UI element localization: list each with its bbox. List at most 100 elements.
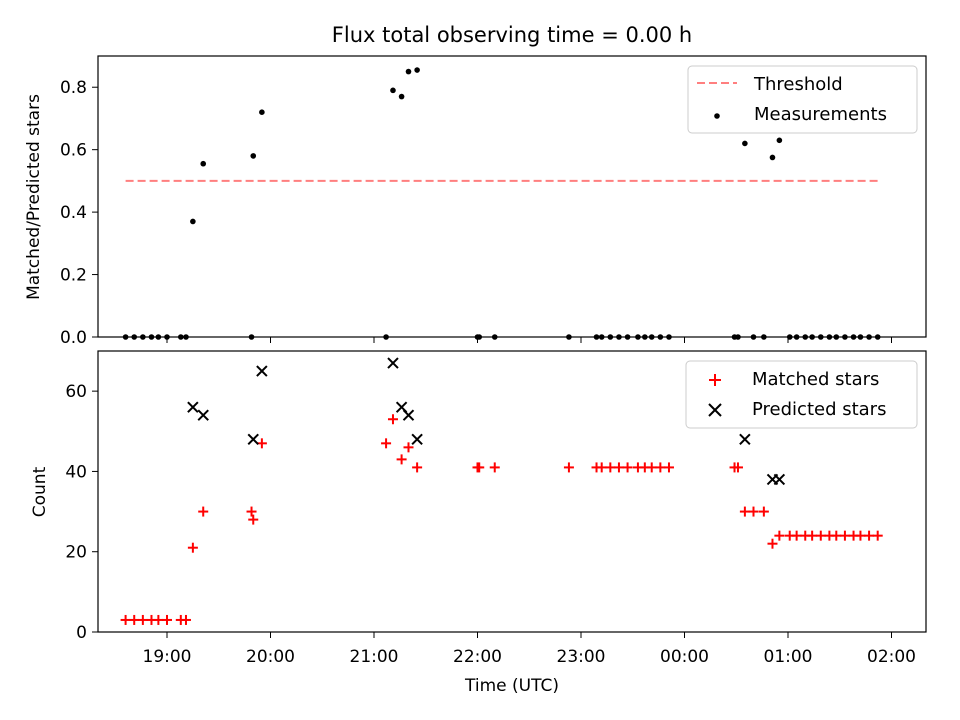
count-y-ticks: 0 20 40 60 [65,382,98,643]
count-y-axis-label: Count [30,466,50,517]
measurement-point [383,334,389,340]
measurement-point [414,67,420,73]
matched-star-point [596,462,607,473]
measurement-point [735,334,741,340]
matched-star-point [855,530,866,541]
measurement-point [874,334,881,340]
measurement-point [122,334,129,340]
measurement-point [155,334,162,340]
measurement-point [850,334,857,340]
matched-star-point [187,542,198,553]
matched-star-point [748,506,759,517]
predicted-star-point [739,433,751,446]
measurement-point [178,334,184,340]
predicted-star-point [256,365,268,377]
x-tick-label: 02:00 [867,647,916,667]
ratio-legend: Threshold Measurements [687,65,918,134]
count-plot-frame [97,350,927,633]
ratio-y-axis-label: Matched/Predicted stars [24,94,44,300]
measurement-point [616,334,622,340]
ratio-y-tick-label: 0.2 [60,266,87,286]
measurement-point [750,334,757,340]
measurement-point [476,334,483,340]
measurement-point [624,334,631,340]
count-legend: Matched stars Predicted stars [685,360,918,429]
count-y-tick-label: 20 [65,543,87,563]
matched-star-point [137,614,148,625]
matched-star-point [815,530,826,541]
x-axis-label: Time (UTC) [464,676,559,696]
ratio-y-tick-label: 0.6 [60,141,87,161]
threshold-legend-label: Threshold [753,74,843,95]
measurements-legend-label: Measurements [754,104,887,125]
matched-star-point [246,506,257,517]
measurement-point [809,334,815,340]
count-y-tick-label: 60 [65,382,87,402]
matched-star-point [248,514,259,525]
measurement-point [817,334,824,340]
measurement-point [786,334,793,340]
measurement-point [248,334,255,340]
matched-star-point [646,462,657,473]
predicted-star-point [411,433,423,446]
matched-star-point [153,614,164,625]
measurement-point [148,334,155,340]
predicted-star-point [402,409,415,421]
measurement-point [769,154,776,161]
measurement-point [793,334,800,340]
predicted-star-point [387,357,399,369]
matched-star-point [396,454,407,465]
ratio-y-tick-label: 0.4 [60,203,87,223]
measurement-point [566,334,572,340]
matched-star-point [758,506,769,517]
measurement-point [842,334,848,340]
count-y-tick-label: 0 [76,623,87,643]
matched-star-point [622,462,633,473]
measurements-legend-swatch [714,113,720,119]
measurement-point [776,137,783,144]
matched-star-point [162,614,172,625]
x-tick-label: 22:00 [453,647,502,667]
measurement-point [598,334,605,340]
matched-star-point [613,462,624,473]
x-tick-label: 21:00 [350,647,399,667]
measurement-point [826,334,833,340]
measurement-point [607,334,614,340]
x-tick-label: 20:00 [246,647,295,667]
measurement-point [657,334,664,340]
measurement-point [833,334,840,340]
measurement-point [857,334,864,340]
chart-title: Flux total observing time = 0.00 h [332,23,692,47]
measurement-point [183,334,189,340]
predicted-star-point [773,473,786,486]
matched-star-point [412,462,423,473]
ratio-y-tick-label: 0.0 [60,328,87,348]
matched-star-point [120,614,131,625]
matched-star-point [655,462,666,473]
matched-star-point [791,530,802,541]
measurement-point [140,334,146,340]
predicted-legend-label: Predicted stars [752,399,886,420]
x-tick-label: 01:00 [764,647,813,667]
x-tick-label: 23:00 [557,647,606,667]
ratio-plot-frame [97,55,927,338]
matched-star-point [129,614,140,625]
measurement-point [131,334,138,340]
matched-star-point [739,506,750,517]
matched-star-point [872,530,883,541]
measurement-point [802,334,809,340]
matched-star-point [403,442,414,453]
matched-star-point [831,530,842,541]
matched-star-point [839,530,850,541]
measurement-point [398,93,405,100]
matched-star-point [198,506,209,517]
matched-star-point [774,530,785,541]
predicted-star-point [187,401,199,413]
matched-star-point [732,462,743,473]
count-axes: 0 20 40 60 19:00 20:00 21:00 22:00 23:00 00:00 01… [30,350,927,696]
x-tick-label: 00:00 [660,647,709,667]
count-y-tick-label: 40 [65,462,87,482]
matched-star-point [387,414,398,425]
matched-legend-swatch [709,374,721,386]
